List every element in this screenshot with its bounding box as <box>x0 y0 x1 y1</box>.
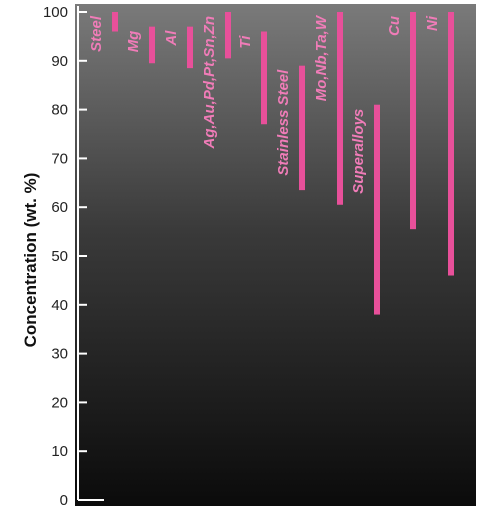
bar-4 <box>261 32 267 125</box>
y-tick-label: 20 <box>51 394 68 411</box>
bar-label-1: Mg <box>125 31 142 53</box>
bar-8 <box>410 12 416 229</box>
bar-label-3: Ag,Au,Pd,Pt,Sn,Zn <box>201 16 218 150</box>
y-tick-label: 50 <box>51 248 68 265</box>
y-tick-label: 10 <box>51 443 68 460</box>
bar-5 <box>299 66 305 190</box>
bar-label-7: Superalloys <box>350 109 367 194</box>
bar-7 <box>374 105 380 315</box>
bar-1 <box>149 27 155 64</box>
y-tick-label: 80 <box>51 102 68 119</box>
y-tick-label: 70 <box>51 150 68 167</box>
bar-label-9: Ni <box>424 15 441 31</box>
bar-label-6: Mo,Nb,Ta,W <box>313 14 330 101</box>
bar-6 <box>337 12 343 205</box>
y-tick-label: 40 <box>51 297 68 314</box>
bar-label-8: Cu <box>386 16 403 36</box>
bar-0 <box>112 12 118 32</box>
y-tick-label: 90 <box>51 53 68 70</box>
bar-9 <box>448 12 454 276</box>
bar-label-5: Stainless Steel <box>275 69 292 176</box>
bar-label-0: Steel <box>88 15 105 52</box>
bar-label-4: Ti <box>237 35 254 49</box>
bar-3 <box>225 12 231 58</box>
y-axis-title: Concentration (wt. %) <box>21 173 40 348</box>
bar-2 <box>187 27 193 68</box>
bar-label-2: Al <box>163 30 180 47</box>
y-tick-label: 30 <box>51 346 68 363</box>
y-tick-label: 60 <box>51 199 68 216</box>
y-tick-label: 100 <box>43 4 68 21</box>
y-tick-label: 0 <box>60 492 68 508</box>
